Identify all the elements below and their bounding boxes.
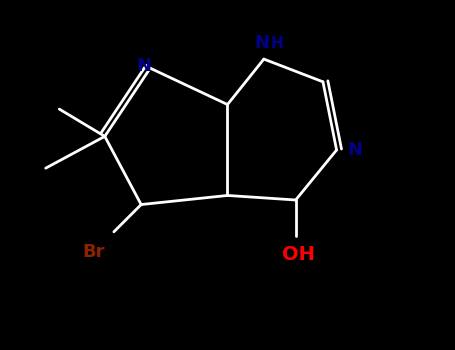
Text: H: H <box>271 36 284 51</box>
Text: N: N <box>347 141 362 159</box>
Text: N: N <box>254 34 269 52</box>
Text: N: N <box>136 57 151 75</box>
Text: OH: OH <box>282 245 314 264</box>
Text: Br: Br <box>82 243 105 261</box>
